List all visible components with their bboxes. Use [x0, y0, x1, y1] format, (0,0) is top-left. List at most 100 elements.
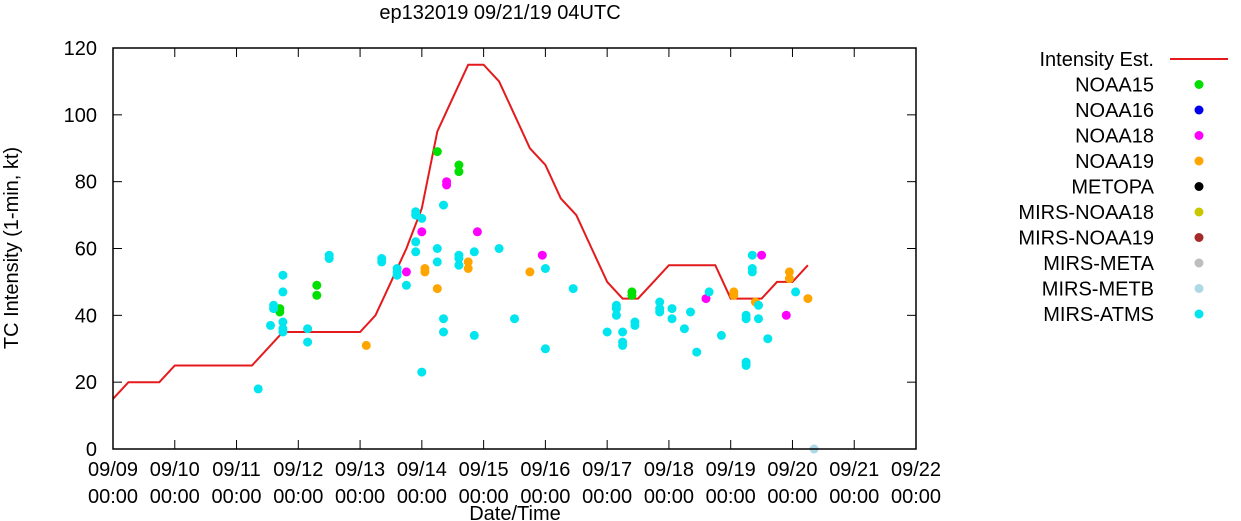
mirs-atms-point [439, 314, 448, 324]
mirs-atms-point [411, 237, 421, 247]
mirs-atms-point [611, 304, 621, 314]
legend-swatch-point [1194, 105, 1204, 115]
noaa15-point [627, 290, 637, 300]
x-tick-date-label: 09/21 [829, 459, 879, 481]
y-tick-label: 60 [75, 239, 97, 261]
x-tick-time-label: 00:00 [767, 486, 817, 508]
x-tick-time-label: 00:00 [335, 486, 385, 508]
noaa19-point [784, 267, 794, 277]
noaa18-point [472, 227, 482, 237]
x-tick-time-label: 00:00 [150, 486, 200, 508]
legend-label-mirs-metb: MIRS-METB [1042, 279, 1154, 301]
legend-swatch-point [1194, 309, 1204, 319]
mirs-atms-point [602, 327, 612, 337]
mirs-atms-point [704, 287, 714, 297]
noaa19-point [463, 257, 473, 267]
legend-swatch-point [1194, 156, 1204, 166]
x-tick-date-label: 09/13 [335, 459, 385, 481]
mirs-atms-point [679, 324, 689, 334]
mirs-atms-point [655, 307, 665, 317]
legend-swatch-point [1194, 258, 1204, 268]
legend-swatch-point [1194, 131, 1204, 140]
legend-label-noaa16: NOAA16 [1075, 100, 1154, 122]
data-points-layer [253, 147, 819, 454]
legend-swatch-point [1194, 80, 1204, 89]
mirs-atms-point [568, 284, 578, 294]
mirs-atms-point [417, 213, 427, 223]
mirs-atms-point [754, 314, 763, 324]
mirs-atms-point [278, 270, 288, 280]
y-axis-title: TC Intensity (1-min, kt) [1, 147, 23, 349]
x-tick-time-label: 00:00 [520, 486, 570, 508]
mirs-atms-point [278, 287, 288, 297]
noaa19-point [463, 264, 473, 273]
x-tick-time-label: 00:00 [644, 486, 694, 508]
mirs-atms-point [432, 244, 442, 253]
x-tick-time-label: 00:00 [212, 486, 262, 508]
noaa18-point [781, 310, 791, 320]
mirs-atms-point [791, 287, 801, 297]
x-axis-title: Date/Time [469, 503, 561, 521]
mirs-atms-point [278, 327, 288, 337]
legend-label-noaa18: NOAA18 [1075, 126, 1154, 148]
mirs-atms-point [754, 300, 763, 310]
x-tick-time-label: 00:00 [829, 486, 879, 508]
mirs-atms-point [411, 247, 421, 257]
mirs-atms-point [741, 314, 751, 324]
mirs-atms-point [630, 320, 640, 330]
y-tick-labels: 0 20 40 60 80 100 120 [64, 38, 97, 461]
mirs-atms-point [401, 280, 411, 290]
noaa19-point [432, 284, 442, 294]
noaa19-point [420, 267, 430, 277]
mirs-atms-point [747, 250, 757, 260]
legend-swatch-point [1194, 233, 1204, 242]
mirs-atms-point [324, 254, 334, 263]
legend-label-noaa15: NOAA15 [1075, 75, 1154, 97]
x-tick-date-label: 09/11 [212, 459, 261, 481]
legend: Intensity Est. NOAA15 NOAA16 NOAA18 NOAA19 ME… [1018, 49, 1228, 326]
noaa15-point [312, 290, 322, 300]
mirs-atms-point [611, 310, 621, 320]
mirs-atms-point [469, 247, 479, 257]
y-tick-label: 100 [64, 105, 97, 127]
x-tick-date-label: 09/09 [88, 459, 138, 481]
x-tick-date-label: 09/16 [520, 459, 570, 481]
mirs-atms-point [392, 270, 402, 280]
mirs-atms-point [655, 297, 665, 307]
x-tick-time-label: 00:00 [273, 486, 323, 508]
x-tick-date-label: 09/22 [891, 459, 941, 481]
legend-label-mirs-meta: MIRS-META [1043, 253, 1154, 275]
legend-label-mirs-noaa18: MIRS-NOAA18 [1018, 202, 1154, 224]
noaa15-point [454, 160, 464, 170]
legend-swatch-point [1194, 182, 1204, 191]
intensity-estimate-line [113, 63, 809, 400]
mirs-atms-point [439, 200, 448, 210]
noaa18-point [442, 180, 452, 190]
noaa19-point [729, 290, 739, 300]
x-tick-date-label: 09/14 [397, 459, 447, 481]
mirs-atms-point [269, 304, 279, 314]
noaa19-point [784, 274, 794, 284]
mirs-atms-point [667, 304, 677, 314]
noaa18-point [757, 250, 767, 260]
chart-title: ep132019 09/21/19 04UTC [379, 2, 620, 24]
x-tick-date-label: 09/19 [706, 459, 756, 481]
legend-swatch-point [1194, 284, 1204, 293]
x-tick-date-label: 09/12 [273, 459, 323, 481]
x-tick-time-label: 00:00 [459, 486, 509, 508]
x-tick-time-label: 00:00 [706, 486, 756, 508]
mirs-atms-point [469, 330, 479, 340]
mirs-atms-point [618, 340, 628, 350]
mirs-atms-point [266, 320, 275, 330]
noaa15-point [454, 167, 464, 177]
mirs-atms-point [253, 384, 263, 394]
x-tick-date-label: 09/10 [150, 459, 200, 481]
legend-label-metopa: METOPA [1071, 177, 1154, 199]
mirs-atms-point [377, 257, 387, 267]
y-tick-label: 20 [75, 372, 97, 394]
y-tick-label: 0 [86, 439, 97, 461]
noaa19-point [361, 340, 371, 350]
mirs-atms-point [763, 334, 773, 344]
mirs-atms-point [716, 330, 726, 340]
